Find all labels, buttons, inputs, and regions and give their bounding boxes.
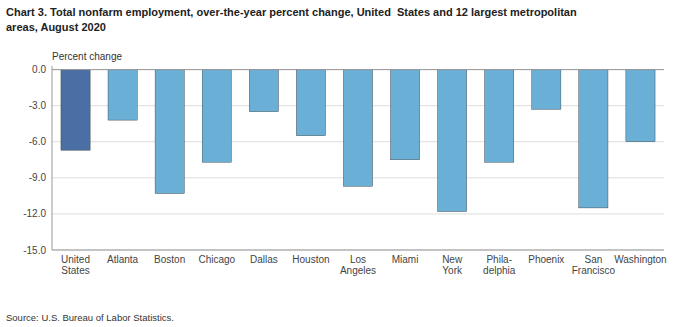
y-axis-line	[52, 66, 53, 250]
title: Chart 3. Total nonfarm employment, over-…	[6, 6, 577, 18]
x-axis-line	[52, 250, 664, 251]
bar	[155, 70, 184, 194]
bar	[61, 70, 90, 151]
bar	[202, 70, 231, 163]
bar	[485, 70, 514, 163]
x-tick-label: Washington	[614, 254, 666, 265]
bar	[249, 70, 278, 112]
bar	[343, 70, 372, 187]
x-tick-label: SanFrancisco	[572, 254, 616, 276]
x-tick-label: Chicago	[198, 254, 235, 265]
y-tick-label: 0.0	[32, 64, 46, 75]
y-axis-label: Percent change	[52, 51, 122, 62]
bar	[296, 70, 325, 136]
title: areas, August 2020	[6, 21, 106, 33]
x-tick-label: LosAngeles	[340, 254, 376, 276]
source: Source: U.S. Bureau of Labor Statistics.	[6, 312, 174, 323]
y-tick-label: -12.0	[23, 208, 46, 219]
x-tick-label: Dallas	[250, 254, 278, 265]
x-tick-label: UnitedStates	[61, 254, 90, 276]
y-tick-label: -15.0	[23, 245, 46, 256]
bar	[438, 70, 467, 212]
x-tick-label: Atlanta	[107, 254, 139, 265]
bar	[390, 70, 419, 160]
bar	[532, 70, 561, 110]
y-tick-label: -3.0	[29, 100, 47, 111]
bar	[108, 70, 137, 121]
grid-line	[52, 213, 664, 214]
y-tick-label: -9.0	[29, 172, 47, 183]
x-tick-label: Phoenix	[528, 254, 564, 265]
x-tick-label: Boston	[154, 254, 185, 265]
bar	[626, 70, 655, 142]
y-tick-label: -6.0	[29, 136, 47, 147]
x-tick-label: Houston	[292, 254, 329, 265]
zero-line	[52, 69, 664, 70]
grid-line	[52, 69, 664, 70]
bar	[579, 70, 608, 208]
x-tick-label: Miami	[392, 254, 419, 265]
x-tick-label: Phila-delphia	[483, 254, 516, 276]
bars	[61, 70, 655, 212]
chart: Chart 3. Total nonfarm employment, over-…	[0, 0, 673, 327]
grid-line	[52, 250, 664, 251]
x-tick-label: NewYork	[442, 254, 463, 276]
